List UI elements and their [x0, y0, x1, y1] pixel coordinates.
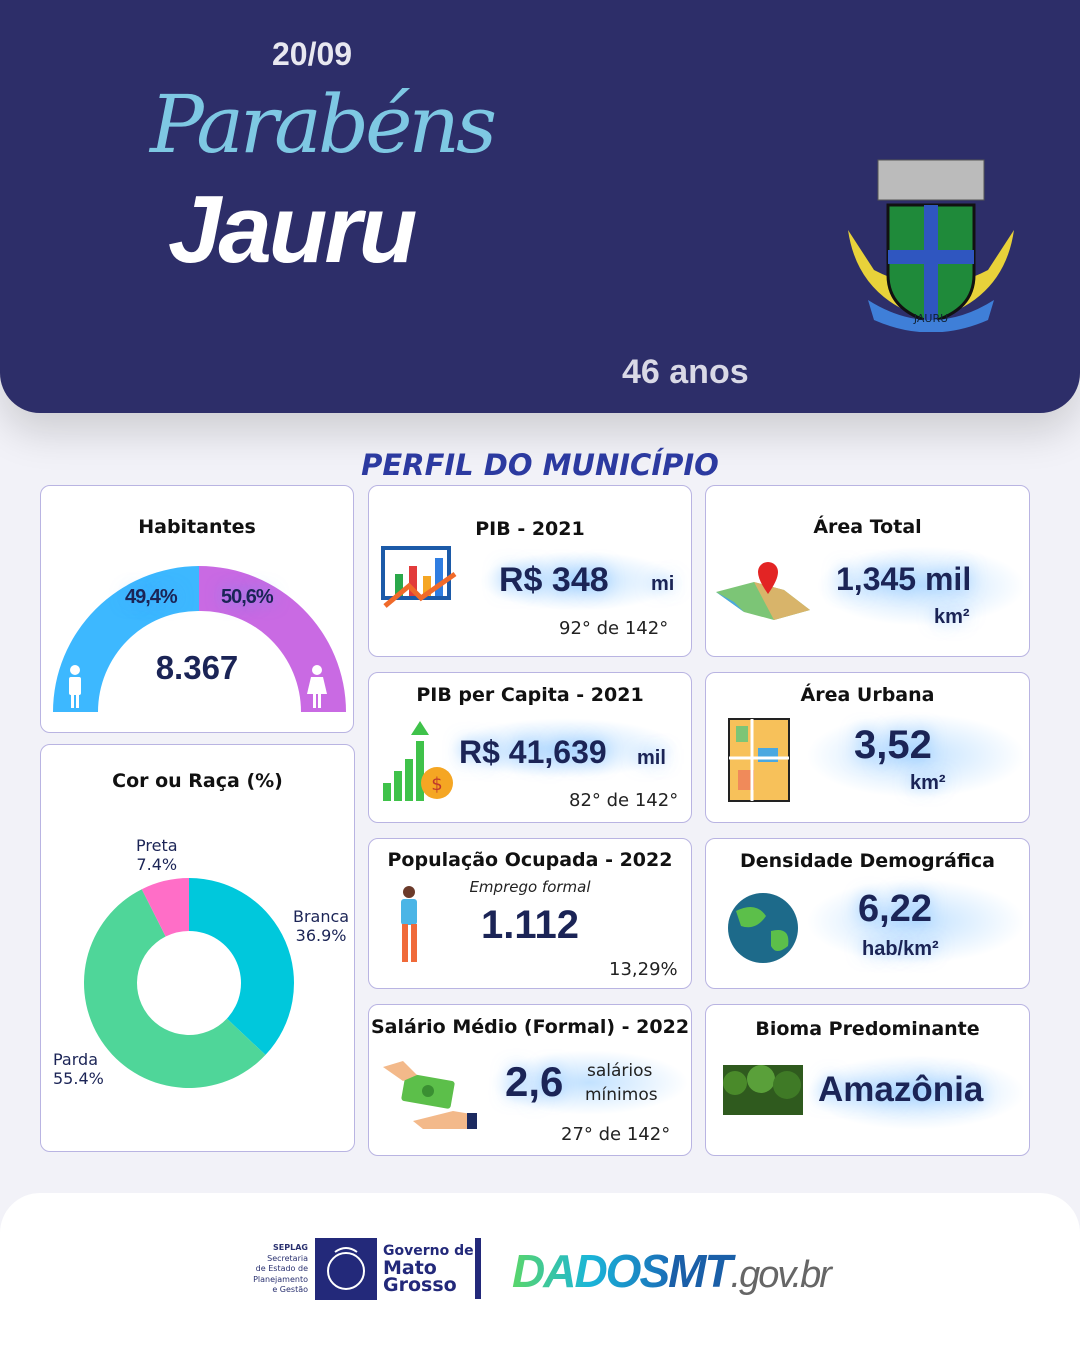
seplag-line: e Gestão	[272, 1285, 308, 1294]
money-hands-icon	[383, 1061, 477, 1129]
label-preta-name: Preta	[136, 836, 178, 855]
footer: SEPLAG Secretaria de Estado de Planejamento…	[0, 1193, 1080, 1363]
raca-title: Cor ou Raça (%)	[112, 770, 283, 792]
seplag-line: SEPLAG	[273, 1243, 308, 1252]
salario-value: 2,6	[505, 1058, 564, 1105]
anniversary: 46 anos	[622, 353, 749, 391]
female-arc	[199, 566, 346, 712]
habitantes-total: 8.367	[155, 649, 239, 686]
pib-capita-title: PIB per Capita - 2021	[416, 684, 644, 706]
greeting-script: Parabéns	[150, 78, 497, 171]
pib-rank: 92° de 142°	[559, 618, 669, 639]
densidade-title: Densidade Demográfica	[740, 850, 995, 872]
label-parda: Parda 55.4%	[53, 1050, 104, 1088]
globe-people-icon	[728, 893, 798, 963]
card-area-total: Área Total 1,345 mil km²	[705, 485, 1030, 657]
male-arc	[53, 566, 199, 712]
pib-capita-rank: 82° de 142°	[569, 790, 679, 811]
label-parda-name: Parda	[53, 1050, 98, 1069]
crest-text: JAURU	[913, 312, 948, 325]
salario-unit-1: salários	[587, 1061, 653, 1081]
area-urbana-value: 3,52	[854, 723, 932, 767]
growth-chart-icon	[381, 546, 457, 608]
male-pct: 49,4%	[125, 586, 178, 608]
bioma-title: Bioma Predominante	[755, 1018, 980, 1040]
city-map-icon	[728, 718, 790, 802]
card-densidade: Densidade Demográfica 6,22 hab/km²	[705, 838, 1030, 989]
salario-unit-2: mínimos	[585, 1085, 658, 1105]
card-pib-capita: PIB per Capita - 2021 $ R$ 41,639 mil 82…	[368, 672, 692, 823]
donut-slice-branca	[189, 878, 294, 1055]
seplag-line: de Estado de	[255, 1264, 308, 1273]
area-total-value: 1,345 mil	[836, 561, 972, 597]
gov-line: Grosso	[383, 1274, 457, 1296]
gov-br-text: .gov.br	[730, 1254, 832, 1296]
dados-text: DADOS	[512, 1245, 670, 1297]
money-growth-icon: $	[383, 721, 453, 801]
populacao-title: População Ocupada - 2022	[387, 849, 673, 871]
habitantes-title: Habitantes	[138, 516, 256, 538]
card-pib: PIB - 2021 R$ 348 mi 92° de 142°	[368, 485, 692, 657]
pib-value: R$ 348	[499, 561, 609, 599]
label-branca: Branca 36.9%	[293, 907, 349, 945]
pib-title: PIB - 2021	[475, 518, 585, 540]
donut-slice-parda	[84, 889, 266, 1088]
card-habitantes: Habitantes 49,4% 50,6% 8.367	[40, 485, 354, 733]
pib-capita-value: R$ 41,639	[459, 734, 607, 770]
label-preta-value: 7.4%	[136, 855, 178, 874]
seplag-text: SEPLAG Secretaria de Estado de Planejamento…	[250, 1243, 308, 1296]
card-bioma: Bioma Predominante Amazônia	[705, 1004, 1030, 1156]
gov-line: Mato	[383, 1257, 437, 1279]
card-area-urbana: Área Urbana 3,52 km²	[705, 672, 1030, 823]
populacao-value: 1.112	[481, 903, 579, 947]
area-total-title: Área Total	[813, 516, 922, 538]
area-urbana-title: Área Urbana	[800, 684, 935, 706]
city-crest-icon: JAURU	[848, 159, 1014, 332]
donut-slice-preta	[141, 878, 189, 937]
populacao-subtitle: Emprego formal	[469, 878, 591, 896]
female-icon	[307, 665, 327, 708]
label-branca-name: Branca	[293, 907, 350, 926]
area-urbana-unit: km²	[910, 772, 946, 794]
city-name: Jauru	[168, 176, 417, 283]
label-preta: Preta 7.4%	[136, 836, 178, 874]
map-pin-icon	[716, 562, 810, 620]
bioma-value: Amazônia	[818, 1070, 984, 1109]
gender-gauge	[53, 566, 346, 712]
seplag-line: Planejamento	[253, 1274, 308, 1284]
densidade-unit: hab/km²	[862, 938, 939, 960]
gov-line: Governo de	[383, 1243, 474, 1259]
pib-capita-unit: mil	[637, 747, 666, 769]
male-icon	[69, 665, 81, 708]
label-branca-value: 36.9%	[295, 926, 347, 945]
date: 20/09	[272, 36, 353, 72]
mt-text: MT	[668, 1245, 732, 1297]
card-cor-raca: Cor ou Raça (%) Preta 7.4% Branca 36.9% Pa…	[40, 744, 355, 1152]
pib-unit: mi	[651, 573, 675, 595]
forest-icon	[723, 1065, 803, 1115]
salario-rank: 27° de 142°	[561, 1124, 671, 1145]
seplag-line: Secretaria	[267, 1253, 308, 1263]
salario-title: Salário Médio (Formal) - 2022	[370, 1016, 690, 1038]
label-parda-value: 55.4%	[53, 1069, 104, 1088]
card-salario: Salário Médio (Formal) - 2022 2,6 salári…	[368, 1004, 692, 1156]
area-total-unit: km²	[934, 606, 970, 628]
female-pct: 50,6%	[221, 586, 274, 608]
svg-text:$: $	[431, 774, 442, 795]
header-banner: 20/09 Parabéns Jauru 46 anos JAURU	[0, 0, 1080, 413]
dadosmt-logo: DADOSMT.gov.br	[512, 1245, 832, 1301]
populacao-pct: 13,29%	[609, 959, 678, 980]
race-donut-chart	[84, 878, 294, 1088]
section-title: PERFIL DO MUNICÍPIO	[361, 448, 719, 482]
densidade-value: 6,22	[858, 888, 932, 930]
mt-coat-of-arms-logo	[315, 1238, 377, 1300]
gov-mt-text: Governo de Mato Grosso	[383, 1243, 474, 1296]
worker-icon	[401, 886, 417, 962]
card-populacao: População Ocupada - 2022 Emprego formal …	[368, 838, 692, 989]
divider	[475, 1238, 481, 1299]
